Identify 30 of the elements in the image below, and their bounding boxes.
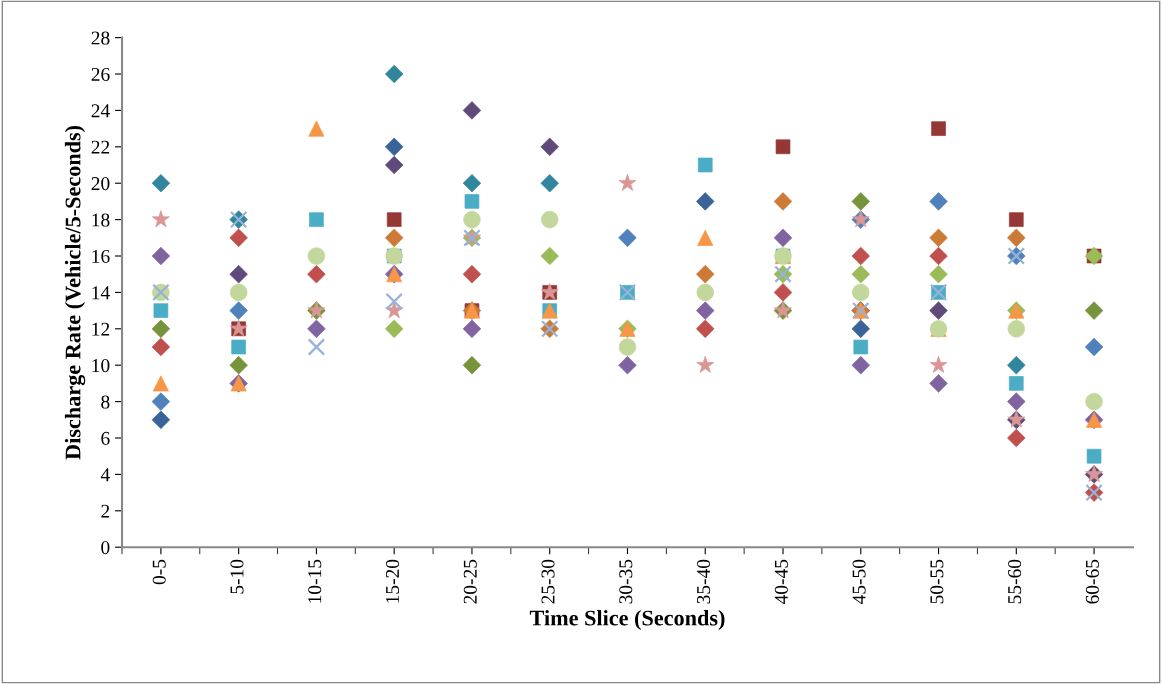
x-tick-label: 55-60 [1008,559,1022,604]
x-axis-title: Time Slice (Seconds) [529,609,725,631]
x-tick-label: 5-10 [230,559,244,594]
y-tick-label: 8 [101,395,110,409]
y-tick-label: 4 [100,468,110,482]
y-tick-label: 24 [91,104,110,118]
y-tick-label: 10 [92,359,110,373]
x-tick-label: 35-40 [696,559,711,604]
x-tick-label: 25-30 [541,559,555,604]
x-tick-label: 0-5 [152,559,166,585]
y-tick-label: 18 [92,213,110,227]
y-tick-label: 16 [92,249,110,263]
x-tick-label: 45-50 [852,559,866,604]
y-tick-label: 14 [92,286,110,300]
x-tick-label: 20-25 [463,559,477,604]
x-tick-label: 30-35 [619,559,633,604]
y-tick-label: 26 [91,67,110,81]
y-axis-title: Discharge Rate (Vehicle/5-Seconds) [64,125,86,460]
x-tick-label: 15-20 [385,559,400,603]
y-tick-label: 6 [101,431,110,445]
y-tick-label: 0 [101,541,110,555]
x-tick-label: 60-65 [1085,559,1099,604]
y-tick-label: 2 [101,504,110,518]
x-tick-label: 50-55 [930,559,944,604]
x-tick-label: 10-15 [308,559,322,603]
x-tick-label: 40-45 [774,559,788,604]
y-tick-label: 12 [92,322,110,336]
y-tick-label: 20 [91,177,110,191]
y-tick-label: 28 [91,31,110,45]
y-tick-label: 22 [91,140,110,154]
